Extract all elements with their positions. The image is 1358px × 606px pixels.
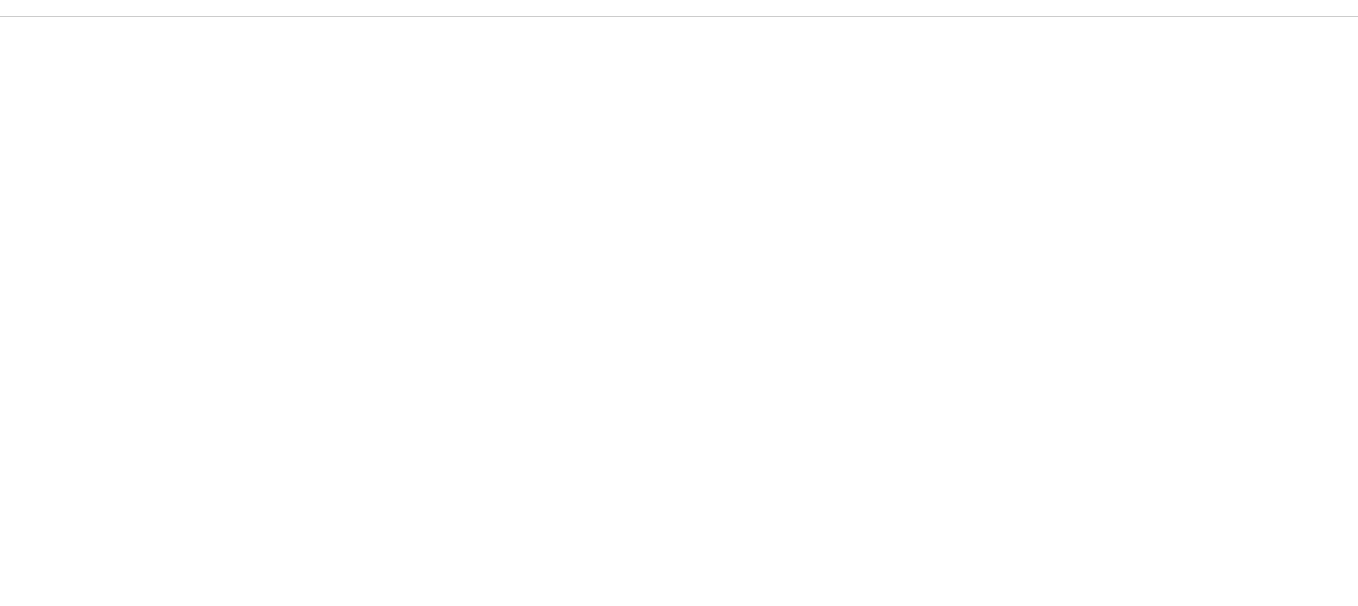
main-content	[0, 17, 1358, 606]
window-title	[0, 0, 1358, 17]
